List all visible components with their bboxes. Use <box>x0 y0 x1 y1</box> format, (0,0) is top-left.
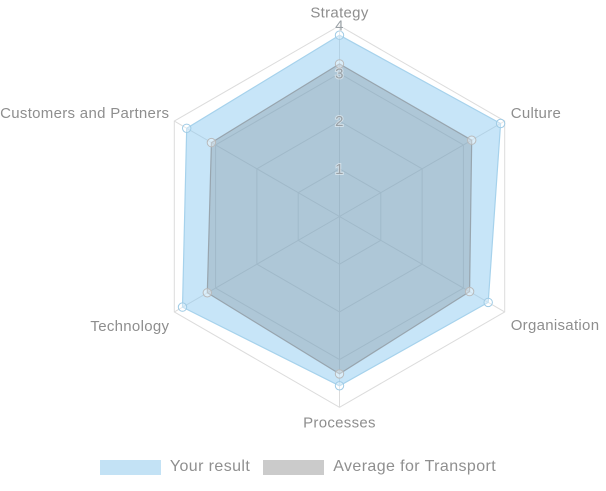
legend-label-average-for-transport: Average for Transport <box>333 458 497 475</box>
legend-swatch-your-result <box>99 459 161 475</box>
chart-legend: Your result Average for Transport <box>0 449 606 485</box>
marker-your-result-organisation <box>483 297 493 308</box>
legend-label-your-result: Your result <box>169 458 251 475</box>
marker-average-for-transport-customers-and-partners <box>206 137 217 148</box>
axis-label-strategy: Strategy <box>310 5 368 22</box>
axis-line-organisation <box>339 216 505 313</box>
axis-label-processes: Processes <box>303 414 376 431</box>
marker-average-for-transport-processes <box>334 369 345 379</box>
marker-your-result-processes <box>334 381 345 391</box>
series-your-result-area <box>181 34 502 387</box>
marker-your-result-strategy <box>334 30 345 40</box>
axis-label-technology: Technology <box>90 318 169 335</box>
tick-label-4: 4 <box>335 18 344 35</box>
legend-item-average-for-transport: Average for Transport <box>263 458 496 476</box>
marker-average-for-transport-culture <box>467 135 477 145</box>
series-average-for-transport-area <box>206 63 473 375</box>
legend-swatch-average-for-transport <box>263 459 325 475</box>
marker-your-result-customers-and-partners <box>182 123 192 134</box>
axis-line-technology <box>174 216 340 313</box>
marker-your-result-technology <box>177 302 188 312</box>
tick-label-1: 1 <box>335 161 344 178</box>
axis-label-organisation: Organisation <box>511 317 600 334</box>
marker-average-for-transport-technology <box>202 288 213 298</box>
tick-label-2: 2 <box>335 113 344 130</box>
legend-item-your-result: Your result <box>99 458 251 476</box>
axis-label-customers-and-partners: Customers and Partners <box>0 105 169 122</box>
marker-average-for-transport-organisation <box>464 286 475 297</box>
marker-average-for-transport-strategy <box>334 59 345 69</box>
tick-label-3: 3 <box>335 65 344 82</box>
axis-label-culture: Culture <box>511 105 561 122</box>
axis-line-customers-and-partners <box>174 120 340 217</box>
axis-line-culture <box>339 120 505 217</box>
marker-your-result-culture <box>495 118 506 129</box>
